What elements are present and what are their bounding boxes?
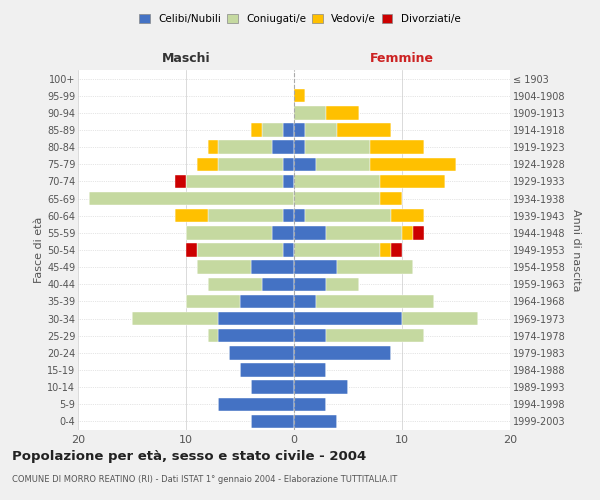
Bar [175, 174, 186, 188]
Bar [380, 244, 391, 256]
Bar [413, 226, 424, 239]
Bar [294, 329, 326, 342]
Bar [240, 364, 294, 376]
Bar [380, 192, 402, 205]
Bar [316, 158, 370, 171]
Bar [294, 260, 337, 274]
Bar [326, 329, 424, 342]
Bar [186, 244, 197, 256]
Bar [251, 124, 262, 136]
Bar [208, 278, 262, 291]
Bar [240, 294, 294, 308]
Bar [251, 380, 294, 394]
Bar [370, 158, 456, 171]
Bar [197, 260, 251, 274]
Bar [208, 209, 283, 222]
Bar [294, 140, 305, 154]
Bar [294, 312, 402, 326]
Bar [175, 209, 208, 222]
Bar [251, 260, 294, 274]
Bar [218, 140, 272, 154]
Bar [294, 414, 337, 428]
Bar [218, 329, 294, 342]
Bar [294, 346, 391, 360]
Bar [294, 294, 316, 308]
Bar [305, 209, 391, 222]
Text: Popolazione per età, sesso e stato civile - 2004: Popolazione per età, sesso e stato civil… [12, 450, 366, 463]
Text: Maschi: Maschi [161, 52, 211, 65]
Bar [208, 329, 218, 342]
Bar [186, 294, 240, 308]
Bar [197, 158, 218, 171]
Bar [294, 192, 380, 205]
Bar [218, 312, 294, 326]
Text: COMUNE DI MORRO REATINO (RI) - Dati ISTAT 1° gennaio 2004 - Elaborazione TUTTITA: COMUNE DI MORRO REATINO (RI) - Dati ISTA… [12, 475, 397, 484]
Bar [262, 124, 283, 136]
Y-axis label: Anni di nascita: Anni di nascita [571, 209, 581, 291]
Bar [272, 226, 294, 239]
Bar [305, 140, 370, 154]
Legend: Celibi/Nubili, Coniugati/e, Vedovi/e, Divorziati/e: Celibi/Nubili, Coniugati/e, Vedovi/e, Di… [135, 10, 465, 29]
Bar [283, 244, 294, 256]
Bar [391, 244, 402, 256]
Bar [218, 158, 283, 171]
Bar [294, 124, 305, 136]
Bar [294, 106, 326, 120]
Y-axis label: Fasce di età: Fasce di età [34, 217, 44, 283]
Bar [272, 140, 294, 154]
Bar [402, 226, 413, 239]
Bar [208, 140, 218, 154]
Bar [294, 89, 305, 102]
Bar [305, 124, 337, 136]
Bar [294, 226, 326, 239]
Bar [391, 209, 424, 222]
Bar [294, 209, 305, 222]
Bar [283, 209, 294, 222]
Bar [89, 192, 294, 205]
Bar [316, 294, 434, 308]
Bar [380, 174, 445, 188]
Bar [337, 260, 413, 274]
Bar [251, 414, 294, 428]
Bar [294, 398, 326, 411]
Bar [326, 106, 359, 120]
Bar [229, 346, 294, 360]
Bar [326, 226, 402, 239]
Bar [294, 380, 348, 394]
Bar [283, 124, 294, 136]
Bar [370, 140, 424, 154]
Bar [283, 174, 294, 188]
Bar [186, 174, 283, 188]
Bar [262, 278, 294, 291]
Text: Femmine: Femmine [370, 52, 434, 65]
Bar [294, 174, 380, 188]
Bar [326, 278, 359, 291]
Bar [197, 244, 283, 256]
Bar [283, 158, 294, 171]
Bar [294, 364, 326, 376]
Bar [294, 158, 316, 171]
Bar [337, 124, 391, 136]
Bar [402, 312, 478, 326]
Bar [294, 244, 380, 256]
Bar [132, 312, 218, 326]
Bar [294, 278, 326, 291]
Bar [218, 398, 294, 411]
Bar [186, 226, 272, 239]
